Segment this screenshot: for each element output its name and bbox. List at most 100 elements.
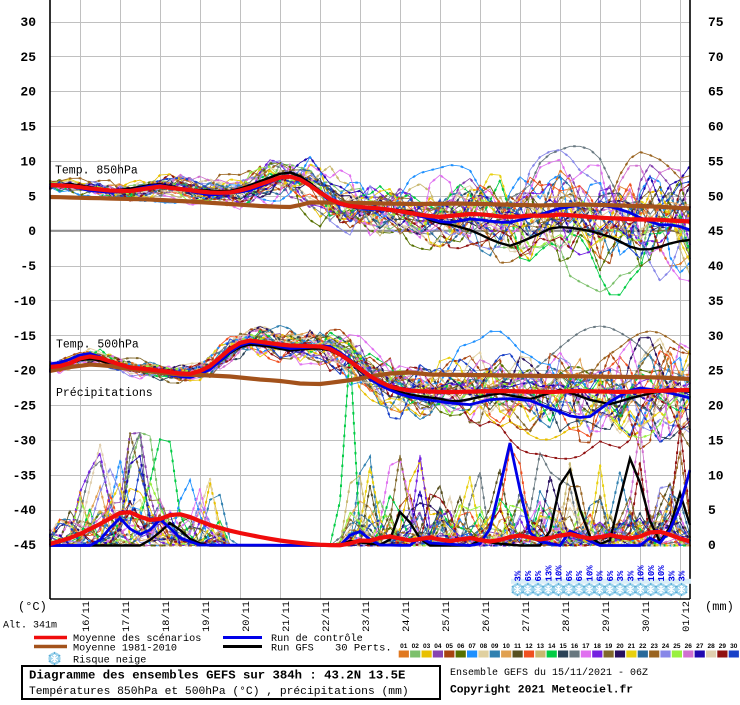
svg-text:70: 70 [708, 50, 724, 65]
svg-text:20: 20 [616, 643, 624, 650]
svg-text:3%: 3% [626, 570, 636, 581]
svg-text:14: 14 [548, 643, 556, 650]
svg-text:19: 19 [605, 643, 613, 650]
svg-text:10%: 10% [657, 565, 667, 582]
svg-text:-30: -30 [13, 433, 37, 448]
svg-text:10: 10 [503, 643, 511, 650]
svg-text:3%: 3% [616, 570, 626, 581]
svg-text:-15: -15 [13, 329, 37, 344]
svg-text:21: 21 [628, 643, 636, 650]
svg-text:40: 40 [708, 259, 724, 274]
svg-text:25: 25 [708, 364, 724, 379]
svg-text:10%: 10% [637, 565, 647, 582]
svg-text:(mm): (mm) [705, 600, 734, 614]
svg-text:Alt. 341m: Alt. 341m [3, 620, 57, 632]
svg-text:-45: -45 [13, 538, 37, 553]
svg-text:6%: 6% [606, 570, 616, 581]
svg-text:09: 09 [491, 643, 499, 650]
svg-text:Températures 850hPa et 500hPa: Températures 850hPa et 500hPa (°C) , pré… [29, 686, 409, 698]
svg-text:75: 75 [708, 15, 724, 30]
svg-text:19/11: 19/11 [201, 601, 213, 632]
svg-text:17/11: 17/11 [121, 601, 133, 632]
svg-text:13: 13 [537, 643, 545, 650]
svg-text:22/11: 22/11 [321, 601, 333, 632]
svg-text:16/11: 16/11 [81, 601, 93, 632]
svg-text:01/12: 01/12 [681, 601, 693, 632]
svg-text:Risque neige: Risque neige [73, 655, 146, 667]
svg-text:10%: 10% [555, 565, 565, 582]
svg-text:30: 30 [20, 15, 36, 30]
svg-text:-20: -20 [13, 364, 37, 379]
svg-text:13%: 13% [544, 565, 554, 582]
svg-text:18: 18 [594, 643, 602, 650]
svg-text:6%: 6% [596, 570, 606, 581]
svg-text:0: 0 [28, 224, 36, 239]
svg-text:27: 27 [696, 643, 704, 650]
svg-text:10: 10 [20, 155, 36, 170]
svg-text:Moyenne 1981-2010: Moyenne 1981-2010 [73, 644, 177, 655]
svg-text:20: 20 [708, 399, 724, 414]
svg-text:07: 07 [468, 643, 476, 650]
svg-text:02: 02 [412, 643, 420, 650]
svg-text:6%: 6% [524, 570, 534, 581]
svg-text:17: 17 [582, 643, 590, 650]
svg-text:04: 04 [434, 643, 442, 650]
svg-text:10%: 10% [585, 565, 595, 582]
svg-text:15: 15 [20, 120, 36, 135]
svg-text:27/11: 27/11 [521, 601, 533, 632]
svg-text:06: 06 [457, 643, 465, 650]
svg-text:45: 45 [708, 224, 724, 239]
svg-text:10: 10 [708, 468, 724, 483]
svg-text:50: 50 [708, 189, 724, 204]
svg-text:Temp. 500hPa: Temp. 500hPa [56, 339, 139, 352]
svg-text:30: 30 [708, 329, 724, 344]
svg-text:-10: -10 [13, 294, 37, 309]
svg-text:01: 01 [400, 643, 408, 650]
svg-text:24: 24 [662, 643, 670, 650]
svg-text:Copyright 2021 Meteociel.fr: Copyright 2021 Meteociel.fr [450, 685, 633, 697]
svg-text:11: 11 [514, 643, 521, 650]
svg-text:26/11: 26/11 [481, 601, 493, 632]
svg-text:26: 26 [685, 643, 693, 650]
svg-text:15: 15 [708, 433, 724, 448]
svg-text:(°C): (°C) [18, 600, 47, 614]
svg-text:29: 29 [719, 643, 727, 650]
svg-text:23: 23 [651, 643, 659, 650]
svg-text:Temp. 850hPa: Temp. 850hPa [55, 165, 138, 178]
svg-text:3%: 3% [514, 570, 524, 581]
svg-text:6%: 6% [565, 570, 575, 581]
svg-text:08: 08 [480, 643, 488, 650]
svg-text:30 Perts.: 30 Perts. [335, 643, 392, 655]
svg-text:6%: 6% [575, 570, 585, 581]
svg-text:-35: -35 [13, 468, 37, 483]
svg-text:21/11: 21/11 [281, 601, 293, 632]
svg-text:5: 5 [28, 189, 36, 204]
svg-text:5: 5 [708, 503, 716, 518]
svg-text:Ensemble GEFS du 15/11/2021 -: Ensemble GEFS du 15/11/2021 - 06Z [450, 667, 648, 679]
svg-text:30/11: 30/11 [641, 601, 653, 632]
svg-text:05: 05 [446, 643, 454, 650]
svg-text:60: 60 [708, 120, 724, 135]
svg-text:16: 16 [571, 643, 579, 650]
svg-text:35: 35 [708, 294, 724, 309]
svg-text:3%: 3% [678, 570, 688, 581]
svg-text:3%: 3% [667, 570, 677, 581]
svg-text:65: 65 [708, 85, 724, 100]
svg-text:22: 22 [639, 643, 647, 650]
svg-text:28/11: 28/11 [561, 601, 573, 632]
svg-text:Run GFS: Run GFS [271, 644, 314, 655]
svg-text:0: 0 [708, 538, 716, 553]
svg-text:28: 28 [707, 643, 715, 650]
svg-text:10%: 10% [647, 565, 657, 582]
svg-text:6%: 6% [534, 570, 544, 581]
svg-text:-40: -40 [13, 503, 37, 518]
svg-text:23/11: 23/11 [361, 601, 373, 632]
svg-text:Diagramme des ensembles GEFS s: Diagramme des ensembles GEFS sur 384h : … [29, 669, 405, 683]
svg-text:03: 03 [423, 643, 431, 650]
svg-text:-25: -25 [13, 399, 37, 414]
svg-text:Moyenne des scénarios: Moyenne des scénarios [73, 633, 201, 645]
svg-text:-5: -5 [20, 259, 36, 274]
svg-text:25: 25 [673, 643, 681, 650]
svg-text:29/11: 29/11 [601, 601, 613, 632]
svg-text:12: 12 [525, 643, 533, 650]
